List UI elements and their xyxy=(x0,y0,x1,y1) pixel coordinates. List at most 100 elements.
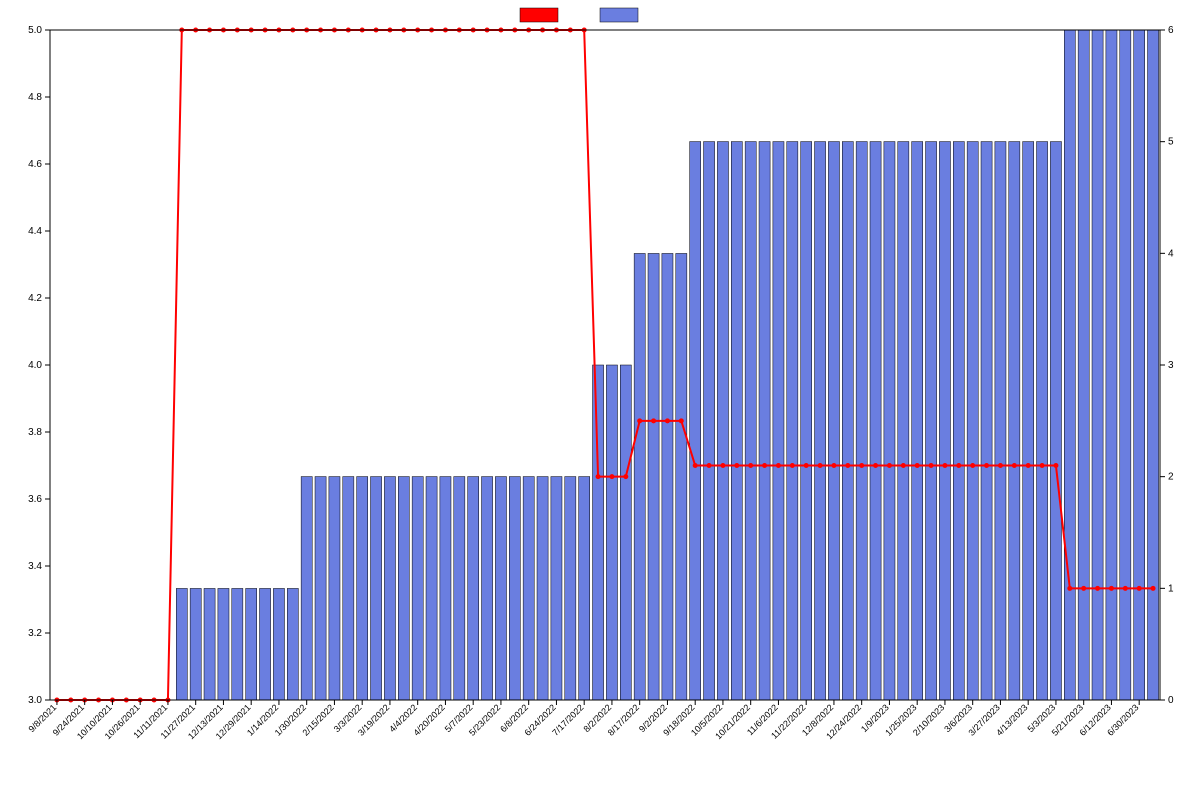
marker xyxy=(720,463,725,468)
bar xyxy=(273,588,284,700)
marker xyxy=(1123,586,1128,591)
y-left-tick: 3.0 xyxy=(28,695,42,706)
bar xyxy=(648,253,659,700)
marker xyxy=(637,418,642,423)
bar xyxy=(704,142,715,700)
marker xyxy=(970,463,975,468)
bar xyxy=(953,142,964,700)
marker xyxy=(1026,463,1031,468)
marker xyxy=(929,463,934,468)
marker xyxy=(1067,586,1072,591)
bar xyxy=(1050,142,1061,700)
marker xyxy=(901,463,906,468)
bar xyxy=(329,477,340,700)
marker xyxy=(845,463,850,468)
bar xyxy=(995,142,1006,700)
dual-axis-chart: 3.03.23.43.63.84.04.24.44.64.85.00123456… xyxy=(0,0,1200,800)
legend-swatch xyxy=(600,8,638,22)
bar xyxy=(939,142,950,700)
bar xyxy=(301,477,312,700)
marker xyxy=(1095,586,1100,591)
bar xyxy=(384,477,395,700)
y-right-tick: 5 xyxy=(1168,137,1174,148)
marker xyxy=(859,463,864,468)
marker xyxy=(873,463,878,468)
bar xyxy=(1078,30,1089,700)
bar xyxy=(828,142,839,700)
marker xyxy=(762,463,767,468)
marker xyxy=(790,463,795,468)
bar xyxy=(634,253,645,700)
bar xyxy=(593,365,604,700)
marker xyxy=(623,474,628,479)
marker xyxy=(887,463,892,468)
bar xyxy=(204,588,215,700)
marker xyxy=(915,463,920,468)
legend-swatch xyxy=(520,8,558,22)
marker xyxy=(1053,463,1058,468)
marker xyxy=(956,463,961,468)
bar xyxy=(523,477,534,700)
marker xyxy=(596,474,601,479)
marker xyxy=(1137,586,1142,591)
bar xyxy=(856,142,867,700)
y-left-tick: 5.0 xyxy=(28,25,42,36)
bar xyxy=(884,142,895,700)
y-right-tick: 2 xyxy=(1168,472,1174,483)
bar xyxy=(912,142,923,700)
bar xyxy=(537,477,548,700)
y-left-tick: 4.8 xyxy=(28,92,42,103)
bar xyxy=(981,142,992,700)
bar xyxy=(454,477,465,700)
marker xyxy=(748,463,753,468)
marker xyxy=(707,463,712,468)
marker xyxy=(609,474,614,479)
marker xyxy=(1040,463,1045,468)
bar xyxy=(412,477,423,700)
bar xyxy=(731,142,742,700)
bar xyxy=(371,477,382,700)
chart-container: 3.03.23.43.63.84.04.24.44.64.85.00123456… xyxy=(0,0,1200,800)
bar xyxy=(468,477,479,700)
marker xyxy=(1012,463,1017,468)
bar xyxy=(1037,142,1048,700)
bar xyxy=(842,142,853,700)
bar xyxy=(246,588,257,700)
bar xyxy=(606,365,617,700)
marker xyxy=(776,463,781,468)
y-left-tick: 4.4 xyxy=(28,226,42,237)
bar xyxy=(218,588,229,700)
y-right-tick: 6 xyxy=(1168,25,1174,36)
marker xyxy=(804,463,809,468)
bar xyxy=(773,142,784,700)
bar xyxy=(1106,30,1117,700)
marker xyxy=(679,418,684,423)
bar xyxy=(745,142,756,700)
bar xyxy=(343,477,354,700)
marker xyxy=(665,418,670,423)
bar xyxy=(870,142,881,700)
bar xyxy=(315,477,326,700)
y-right-tick: 4 xyxy=(1168,248,1174,259)
y-left-tick: 3.2 xyxy=(28,628,42,639)
marker xyxy=(693,463,698,468)
marker xyxy=(651,418,656,423)
bar xyxy=(482,477,493,700)
bar xyxy=(801,142,812,700)
y-right-tick: 3 xyxy=(1168,360,1174,371)
bar xyxy=(579,477,590,700)
bar xyxy=(662,253,673,700)
bar xyxy=(1148,30,1159,700)
bar xyxy=(190,588,201,700)
bar xyxy=(287,588,298,700)
y-right-tick: 1 xyxy=(1168,583,1174,594)
bar xyxy=(898,142,909,700)
marker xyxy=(818,463,823,468)
bar xyxy=(1023,142,1034,700)
bar xyxy=(676,253,687,700)
bar xyxy=(176,588,187,700)
bar xyxy=(565,477,576,700)
bar xyxy=(926,142,937,700)
bar xyxy=(690,142,701,700)
marker xyxy=(1151,586,1156,591)
